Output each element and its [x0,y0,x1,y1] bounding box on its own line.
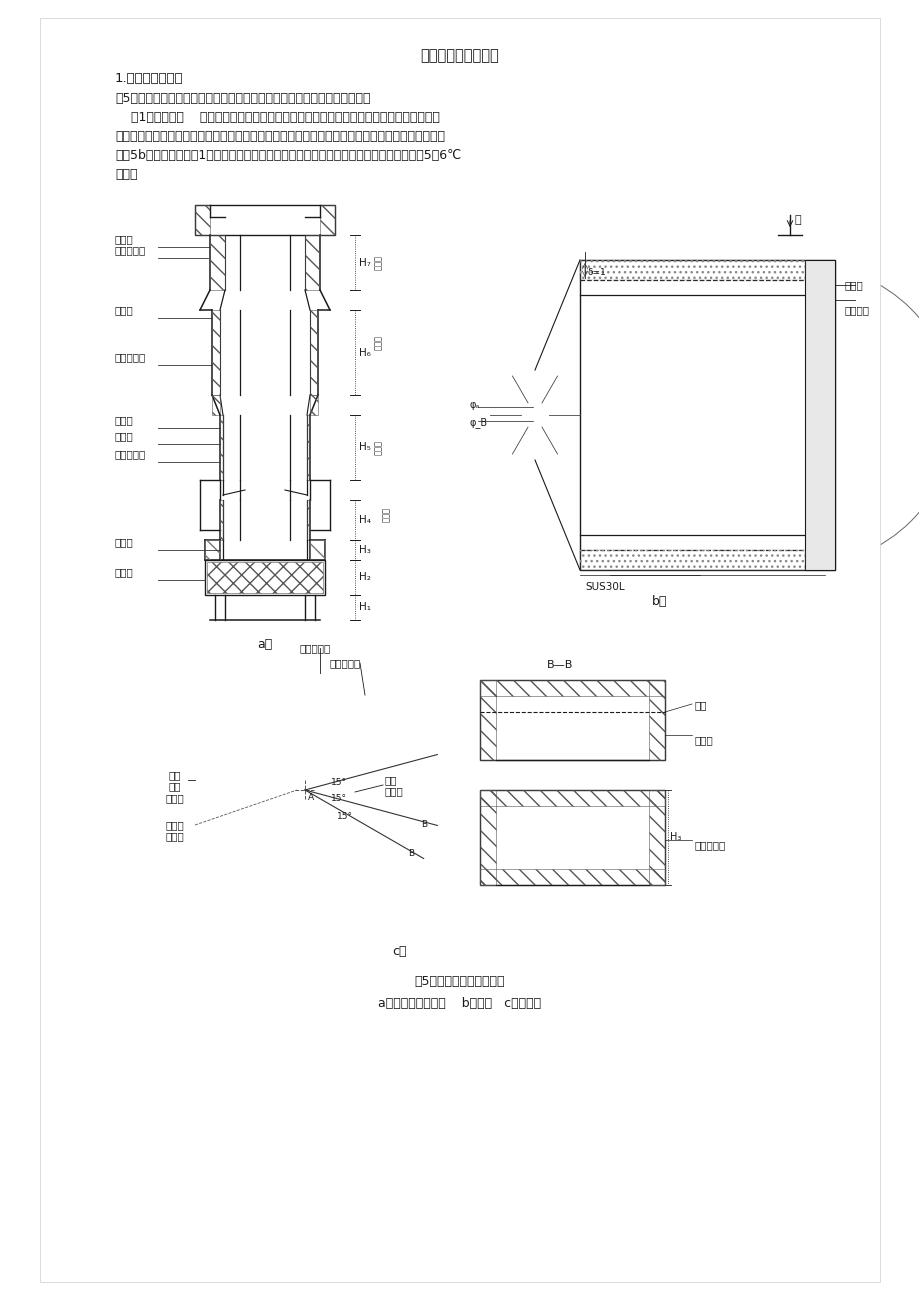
Bar [648,680,664,760]
Text: 粘土砖: 粘土砖 [115,234,133,243]
Text: （1）水冷风口    风口对冲天炉溶化质量十分关键，而连续作业的风口寿命更是难题。可采: （1）水冷风口 风口对冲天炉溶化质量十分关键，而连续作业的风口寿命更是难题。可采 [115,111,439,124]
Text: H₃: H₃ [669,832,681,842]
Text: 残渣
出口
（后）: 残渣 出口 （后） [165,769,184,803]
Bar [480,680,664,697]
Text: 残余铁水槽: 残余铁水槽 [694,840,725,850]
Text: 圆筒内水套: 圆筒内水套 [115,245,146,255]
Text: 铝片: 铝片 [694,700,707,710]
Text: 图5是典型外热冲天炉炉体结构。为保证溶化质量和长寿命须注意以下环节：: 图5是典型外热冲天炉炉体结构。为保证溶化质量和长寿命须注意以下环节： [115,92,370,105]
Bar [195,204,210,234]
Text: 脱氧铜: 脱氧铜 [844,280,863,290]
Text: 冲天炉
中心线: 冲天炉 中心线 [165,820,184,841]
Text: 高铝砖: 高铝砖 [115,431,133,441]
Bar [579,549,804,570]
Text: 碳素砖: 碳素砖 [115,566,133,577]
Bar [310,310,318,395]
Text: H₃: H₃ [358,546,370,555]
Bar [579,260,804,280]
Bar [205,560,324,595]
Text: 1.炉体特点及要求: 1.炉体特点及要求 [115,72,184,85]
Text: φ_B: φ_B [470,418,488,428]
Text: b）: b） [652,595,667,608]
Text: c）: c） [392,945,407,958]
Bar [480,680,495,760]
Text: 熔化带: 熔化带 [374,440,382,454]
Text: 以内。: 以内。 [115,168,137,181]
Text: A: A [308,793,313,802]
Text: SUS30L: SUS30L [584,582,624,592]
Bar [310,395,318,415]
Text: δ=1: δ=1 [587,268,607,277]
Bar [480,790,664,806]
Text: 雨淋外水冷: 雨淋外水冷 [115,449,146,460]
Text: 正常
出铁口: 正常 出铁口 [384,775,403,797]
Text: 水: 水 [794,215,800,225]
Text: 圆锥内水套: 圆锥内水套 [115,352,146,362]
Text: H₁: H₁ [358,603,370,612]
Text: a）: a） [257,638,272,651]
Text: 熔化带: 熔化带 [374,335,382,350]
Bar [579,260,834,570]
Text: 外热冲天炉炉体结构: 外热冲天炉炉体结构 [420,48,499,62]
Text: 残余出铁口: 残余出铁口 [329,658,360,668]
Bar [648,790,664,885]
Text: 铁水槽: 铁水槽 [694,736,713,745]
Text: 15°: 15° [336,812,353,822]
Bar [305,234,320,290]
Text: H₅: H₅ [358,443,370,453]
Bar [480,680,664,760]
Text: 可塑料: 可塑料 [115,536,133,547]
Text: 粘土砖: 粘土砖 [115,415,133,424]
Bar [310,540,324,560]
Bar [307,500,310,540]
Text: a）炉体水冷及炉衬    b）风口   c）出铁口: a）炉体水冷及炉衬 b）风口 c）出铁口 [378,997,541,1010]
Text: 15°: 15° [331,779,346,786]
Text: 无缝钢管: 无缝钢管 [844,305,869,315]
Bar [195,204,335,234]
Text: 用单排插入式水冷风口。材质：插入炉内部分一般为脱氧纯铜、炉外部分为无缝钢管（组焊而成）。: 用单排插入式水冷风口。材质：插入炉内部分一般为脱氧纯铜、炉外部分为无缝钢管（组焊… [115,130,445,143]
Text: H₂: H₂ [358,573,370,582]
Text: 15°: 15° [331,794,346,803]
Text: 粘土砖: 粘土砖 [115,305,133,315]
Text: H₇: H₇ [358,258,370,267]
Bar [220,415,222,480]
Bar [210,234,225,290]
Bar [211,310,220,395]
Text: H₄: H₄ [358,516,370,525]
Bar [480,790,495,885]
Text: φₐ: φₐ [470,400,480,410]
Text: 过渡带: 过渡带 [381,508,391,522]
Bar [307,415,310,480]
Bar [211,395,220,415]
Bar [480,868,664,885]
Text: 预热带: 预热带 [374,255,382,270]
Text: 图5典型外热冲天炉体结构: 图5典型外热冲天炉体结构 [414,975,505,988]
Text: H₆: H₆ [358,348,370,358]
Bar [220,500,222,540]
Bar [804,260,834,570]
Bar [207,562,323,592]
Text: B—B: B—B [546,660,573,671]
Text: B: B [421,820,426,829]
Bar [480,790,664,885]
Text: 如图5b寿命可达半年至1年。前提是严控冷却水流量及温度，尤其入口与出口水温度差要求5～6℃: 如图5b寿命可达半年至1年。前提是严控冷却水流量及温度，尤其入口与出口水温度差要… [115,148,460,161]
Text: 异常出铁口: 异常出铁口 [299,643,330,654]
Text: B: B [408,849,414,858]
Bar [320,204,335,234]
Bar [205,540,220,560]
